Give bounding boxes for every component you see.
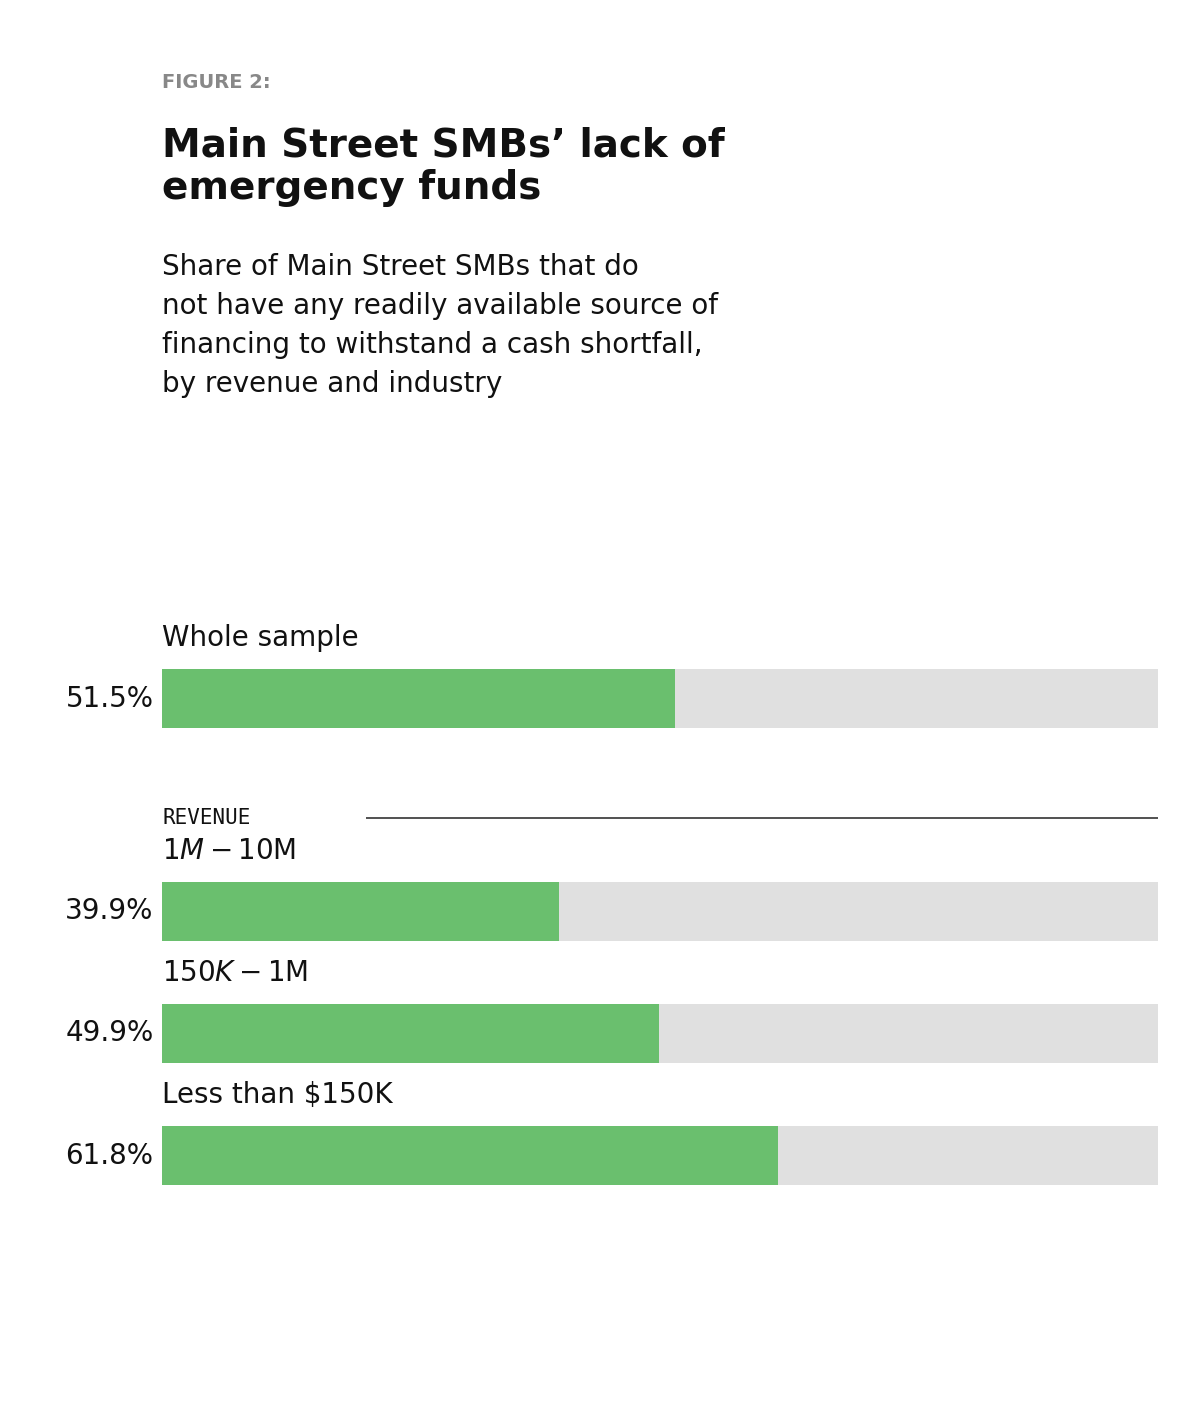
Bar <box>162 669 674 728</box>
Text: Share of Main Street SMBs that do
not have any readily available source of
finan: Share of Main Street SMBs that do not ha… <box>162 253 718 398</box>
Text: $1M-$10M: $1M-$10M <box>162 837 296 865</box>
Bar <box>162 1126 1158 1185</box>
Bar <box>162 882 559 941</box>
Bar <box>162 1004 1158 1063</box>
Text: 51.5%: 51.5% <box>66 685 154 713</box>
Bar <box>162 669 1158 728</box>
Text: REVENUE: REVENUE <box>162 808 251 828</box>
Text: Whole sample: Whole sample <box>162 624 359 652</box>
Text: 61.8%: 61.8% <box>66 1142 154 1170</box>
Text: $150K-$1M: $150K-$1M <box>162 959 308 987</box>
Bar <box>162 1126 778 1185</box>
Bar <box>162 882 1158 941</box>
Text: 39.9%: 39.9% <box>65 897 154 925</box>
Bar <box>162 1004 659 1063</box>
Text: Main Street SMBs’ lack of
emergency funds: Main Street SMBs’ lack of emergency fund… <box>162 127 725 207</box>
Text: Less than $150K: Less than $150K <box>162 1081 392 1109</box>
Text: 49.9%: 49.9% <box>65 1019 154 1047</box>
Text: FIGURE 2:: FIGURE 2: <box>162 73 271 93</box>
